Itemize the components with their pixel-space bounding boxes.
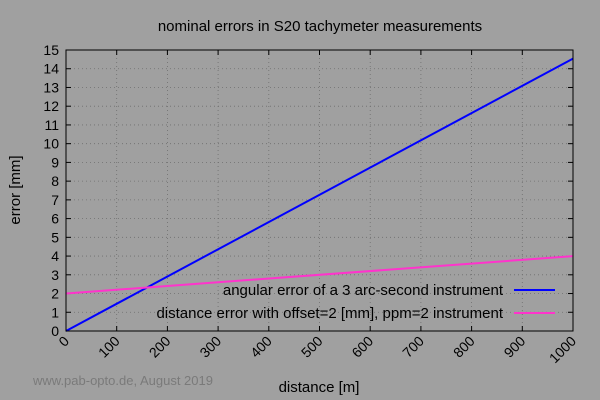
y-tick-label: 8	[51, 173, 59, 189]
x-tick-label: 900	[501, 333, 529, 361]
y-axis-label: error [mm]	[7, 155, 24, 224]
chart-title: nominal errors in S20 tachymeter measure…	[158, 18, 482, 35]
y-tick-label: 9	[51, 154, 59, 170]
y-tick-label: 13	[43, 79, 59, 95]
x-tick-label: 300	[196, 333, 224, 361]
y-tick-label: 10	[43, 136, 59, 152]
y-tick-label: 11	[44, 117, 59, 133]
grid	[66, 50, 573, 331]
y-tick-label: 14	[43, 61, 59, 77]
x-tick-label: 200	[146, 333, 174, 361]
x-tick-label: 100	[95, 333, 123, 361]
x-tick-label: 400	[247, 333, 275, 361]
watermark: www.pab-opto.de, August 2019	[32, 373, 213, 388]
y-tick-label: 5	[51, 229, 59, 245]
x-tick-label: 0	[55, 333, 72, 350]
x-axis-label: distance [m]	[279, 379, 360, 396]
x-tick-label: 700	[399, 333, 427, 361]
series-layer	[65, 57, 574, 332]
y-tick-label: 7	[51, 192, 59, 208]
y-tick-label: 0	[51, 323, 59, 339]
y-tick-label: 12	[43, 98, 59, 114]
y-tick-label: 3	[51, 267, 59, 283]
y-tick-label: 15	[43, 42, 59, 58]
y-tick-label: 1	[51, 304, 59, 320]
plot-frame	[65, 49, 574, 332]
x-tick-label: 1000	[546, 333, 579, 366]
x-tick-label: 500	[298, 333, 326, 361]
legend: angular error of a 3 arc-second instrume…	[156, 282, 555, 322]
x-tick-label: 800	[450, 333, 478, 361]
series-line	[65, 255, 574, 295]
legend-label: angular error of a 3 arc-second instrume…	[223, 282, 504, 299]
y-tick-label: 4	[51, 248, 59, 264]
y-tick-label: 6	[51, 211, 59, 227]
x-tick-label: 600	[348, 333, 376, 361]
legend-label: distance error with offset=2 [mm], ppm=2…	[156, 305, 503, 322]
y-tick-label: 2	[51, 286, 59, 302]
series-line	[65, 57, 574, 332]
